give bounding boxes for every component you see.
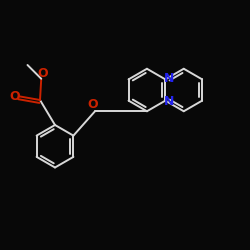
Text: O: O: [87, 98, 98, 112]
Text: O: O: [37, 67, 48, 80]
Text: O: O: [10, 90, 20, 103]
Text: N: N: [164, 96, 174, 108]
Text: N: N: [164, 72, 174, 85]
